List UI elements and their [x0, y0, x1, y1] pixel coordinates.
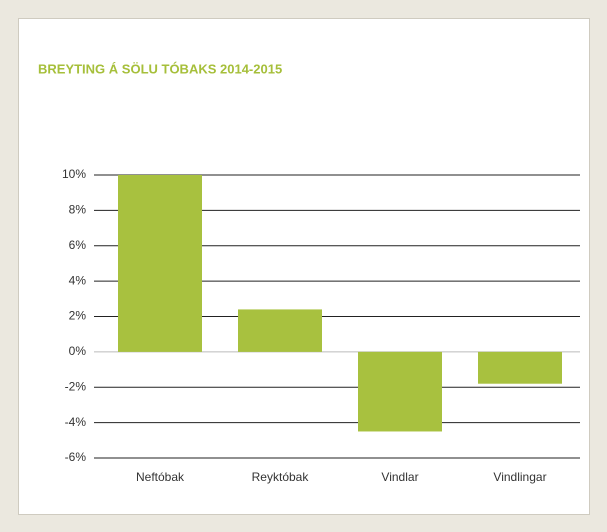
y-tick-label: 2%	[69, 309, 87, 323]
y-tick-label: 10%	[62, 167, 86, 181]
y-tick-label: 6%	[69, 238, 87, 252]
y-tick-label: 4%	[69, 273, 87, 287]
chart-title: BREYTING Á SÖLU TÓBAKS 2014-2015	[38, 61, 282, 76]
x-tick-label: Reyktóbak	[252, 470, 310, 484]
x-tick-label: Neftóbak	[136, 470, 185, 484]
bar	[118, 175, 202, 352]
y-tick-label: -2%	[65, 379, 87, 393]
y-tick-label: 8%	[69, 203, 87, 217]
y-tick-label: 0%	[69, 344, 87, 358]
chart-panel	[18, 18, 590, 515]
bar	[478, 351, 562, 384]
bar	[238, 309, 322, 352]
x-tick-label: Vindlar	[381, 470, 418, 484]
y-tick-label: -6%	[65, 450, 87, 464]
x-tick-label: Vindlingar	[493, 470, 546, 484]
y-tick-label: -4%	[65, 415, 87, 429]
bar	[358, 351, 442, 432]
